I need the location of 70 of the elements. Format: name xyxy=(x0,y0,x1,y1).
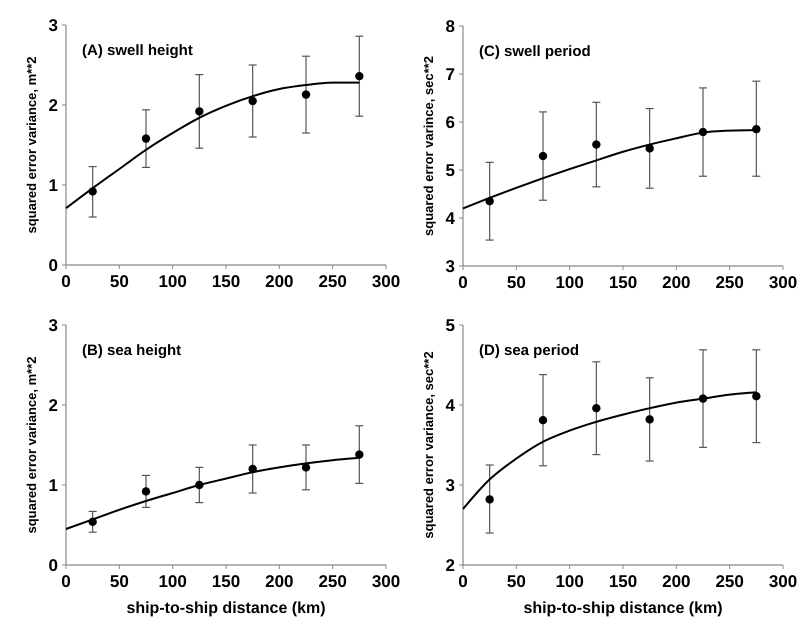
x-tick-label: 50 xyxy=(110,272,129,291)
y-tick-label: 1 xyxy=(48,176,58,195)
x-tick-label: 250 xyxy=(715,273,744,292)
y-tick-label: 0 xyxy=(48,256,58,275)
y-tick-label: 2 xyxy=(446,556,455,575)
x-tick-label: 150 xyxy=(212,272,240,291)
point xyxy=(645,415,654,424)
y-tick-label: 5 xyxy=(446,160,455,180)
x-tick-label: 0 xyxy=(61,572,71,591)
text: (D) sea period xyxy=(479,342,580,359)
point xyxy=(538,416,548,424)
y-tick-label: 3 xyxy=(48,316,58,335)
x-tick-label: 200 xyxy=(265,272,294,291)
y-tick-label: 3 xyxy=(48,16,58,35)
x-tick-label: 0 xyxy=(458,273,468,292)
x-tick-label: 150 xyxy=(212,572,240,591)
x-tick-label: 100 xyxy=(555,273,584,292)
point xyxy=(302,90,310,99)
y-tick-label: 6 xyxy=(446,112,455,132)
x-tick-label: 100 xyxy=(158,572,187,591)
x-tick-label: 250 xyxy=(318,572,347,591)
x-tick-label: 250 xyxy=(715,572,744,591)
y-tick-label: 4 xyxy=(446,396,456,415)
x-tick-label: 200 xyxy=(662,273,691,292)
x-tick-label: 50 xyxy=(506,273,526,292)
x-tick-label: 0 xyxy=(458,572,468,591)
x-tick-label: 150 xyxy=(608,273,638,292)
point xyxy=(142,487,150,496)
x-tick-label: 100 xyxy=(555,572,584,591)
point xyxy=(592,404,601,412)
x-tick-label: 300 xyxy=(372,272,400,291)
x-tick-label: 100 xyxy=(158,272,187,291)
y-tick-label: 1 xyxy=(48,476,58,495)
x-tick-label: 0 xyxy=(61,272,71,291)
y-tick-label: 4 xyxy=(446,208,456,228)
y-tick-label: 0 xyxy=(48,556,58,575)
y-tick-label: 3 xyxy=(446,476,455,495)
text: (B) sea height xyxy=(82,342,182,359)
y-tick-label: 2 xyxy=(48,96,58,115)
x-tick-label: 300 xyxy=(372,572,400,591)
x-tick-label: 300 xyxy=(768,572,798,591)
text: (C) swell period xyxy=(479,43,591,60)
point xyxy=(248,96,257,106)
y-axis-title: squared error variance, sec**2 xyxy=(421,351,436,539)
x-tick-label: 250 xyxy=(318,272,347,291)
x-tick-label: 150 xyxy=(608,572,638,591)
y-axis-title: squared error varince, sec**2 xyxy=(421,56,436,236)
x-tick-label: 200 xyxy=(662,572,691,591)
x-axis-title: ship-to-ship distance (km) xyxy=(126,600,326,617)
point xyxy=(355,72,364,80)
point xyxy=(538,152,548,160)
y-tick-label: 5 xyxy=(446,316,455,335)
point xyxy=(142,134,150,143)
y-tick-label: 3 xyxy=(446,256,455,276)
y-tick-label: 2 xyxy=(48,396,58,415)
point xyxy=(592,140,601,149)
x-tick-label: 50 xyxy=(110,572,129,591)
x-tick-label: 300 xyxy=(768,273,798,292)
y-tick-label: 8 xyxy=(446,16,455,36)
point xyxy=(752,392,761,400)
y-tick-label: 7 xyxy=(446,64,455,84)
x-axis-title: ship-to-ship distance (km) xyxy=(523,600,723,617)
point xyxy=(485,495,494,504)
y-axis-title: squared error variance, m**2 xyxy=(24,56,39,234)
text: (A) swell height xyxy=(82,42,193,59)
y-axis-title: squared error variance, m**2 xyxy=(24,356,39,534)
point xyxy=(355,450,364,459)
x-tick-label: 200 xyxy=(265,572,294,591)
point xyxy=(195,107,204,116)
x-tick-label: 50 xyxy=(506,572,526,591)
